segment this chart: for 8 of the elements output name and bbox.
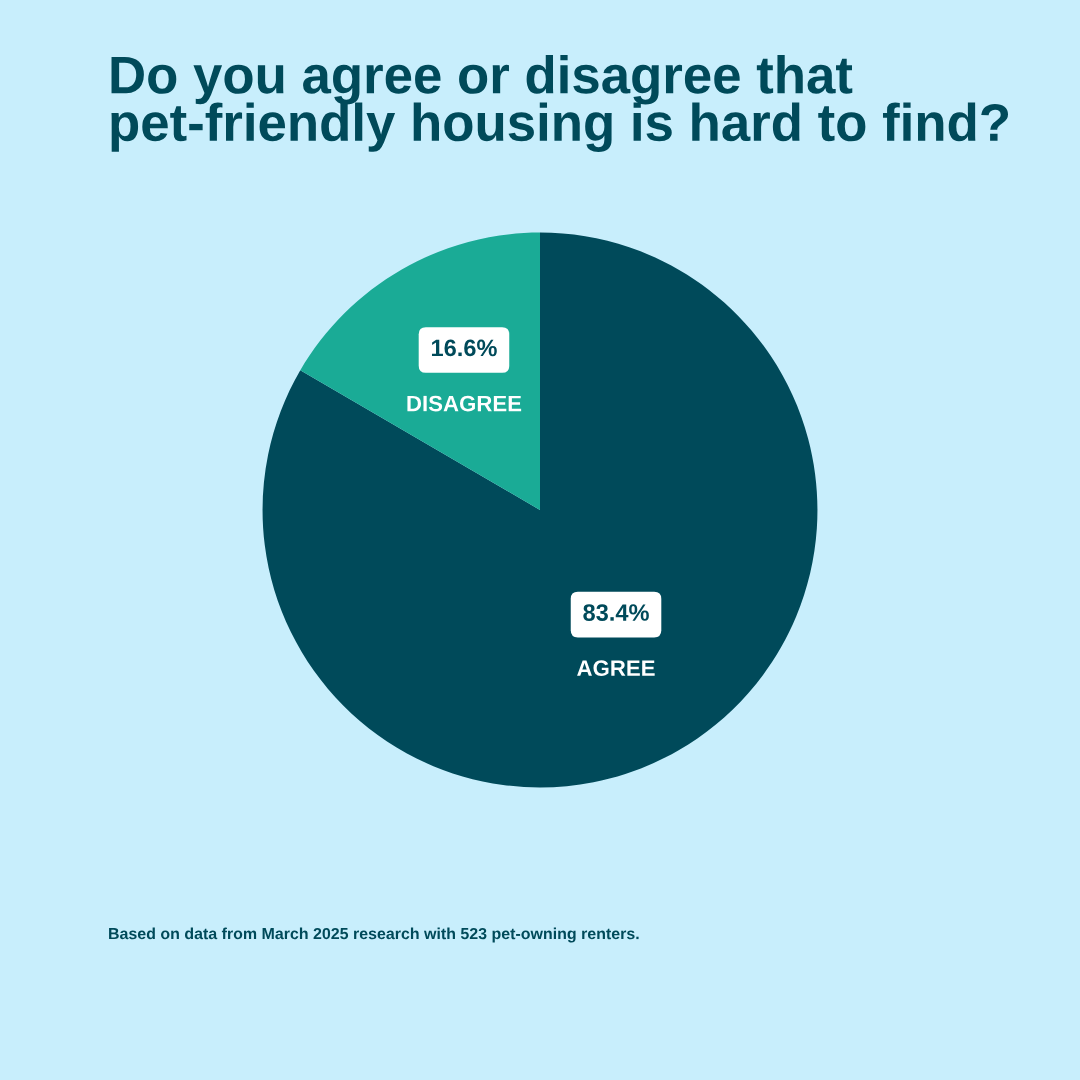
pie-slice [262, 232, 818, 788]
text: Based on data from March 2025 research with 523 pet-owning renters. [109, 927, 639, 943]
pie-slice [300, 232, 540, 510]
chart-title: Do you agree or disagree that pet-friendly housing is hard to find? [111, 55, 1009, 152]
data-label: 83.4% [583, 604, 649, 621]
slice-label: DISAGREE [407, 395, 522, 412]
data-label: 16.6% [431, 339, 497, 357]
slice-label: AGREE [577, 660, 655, 677]
